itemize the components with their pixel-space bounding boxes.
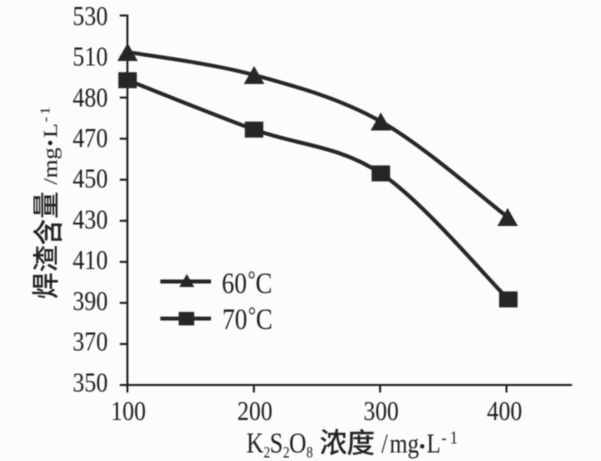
svg-text:350: 350 [73,368,108,398]
svg-text:60°C: 60°C [222,267,272,300]
svg-text:480: 480 [73,83,108,113]
svg-text:410: 410 [73,246,108,276]
svg-text:300: 300 [363,397,398,427]
svg-text:400: 400 [487,397,522,427]
svg-text:390: 390 [73,286,108,316]
svg-text:510: 510 [73,42,108,72]
svg-text:450: 450 [73,164,108,194]
svg-text:K2S2O8: K2S2O8 [246,428,313,461]
svg-text:530: 530 [73,1,108,31]
svg-text:100: 100 [111,397,146,427]
svg-text:470: 470 [73,124,108,154]
svg-text:370: 370 [73,327,108,357]
svg-text:430: 430 [73,205,108,235]
svg-text:200: 200 [237,397,272,427]
